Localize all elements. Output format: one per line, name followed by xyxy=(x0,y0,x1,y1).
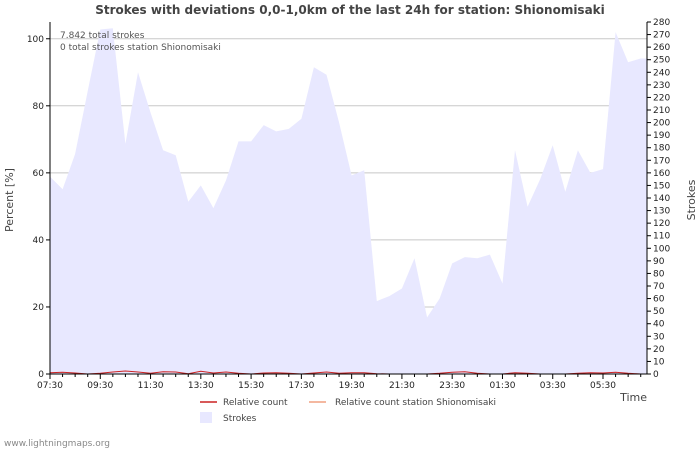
right-tick-label: 30 xyxy=(653,332,665,342)
legend-relative-label: Relative count xyxy=(223,398,288,408)
right-tick-label: 120 xyxy=(653,219,670,229)
right-tick-label: 130 xyxy=(653,207,670,217)
x-tick-label: 23:30 xyxy=(439,381,465,391)
left-tick-label: 0 xyxy=(38,370,44,380)
legend-station-label: Relative count station Shionomisaki xyxy=(335,398,496,408)
x-ticks: 07:30 09:30 11:30 13:30 15:30 17:30 19:30 21:30… xyxy=(37,374,642,391)
right-tick-label: 50 xyxy=(653,307,665,317)
right-tick-label: 270 xyxy=(653,31,670,41)
right-tick-label: 60 xyxy=(653,295,665,305)
x-tick-label: 03:30 xyxy=(540,381,566,391)
right-tick-label: 230 xyxy=(653,81,670,91)
right-tick-label: 110 xyxy=(653,232,670,242)
left-tick-label: 20 xyxy=(33,303,45,313)
x-tick-label: 19:30 xyxy=(339,381,365,391)
right-tick-label: 40 xyxy=(653,320,665,330)
x-axis-label: Time xyxy=(619,391,647,404)
right-tick-label: 200 xyxy=(653,119,670,129)
x-tick-label: 17:30 xyxy=(288,381,314,391)
x-tick-label: 11:30 xyxy=(138,381,164,391)
x-tick-label: 13:30 xyxy=(188,381,214,391)
x-tick-label: 01:30 xyxy=(489,381,515,391)
right-tick-label: 10 xyxy=(653,357,665,367)
right-tick-label: 90 xyxy=(653,257,665,267)
left-tick-label: 60 xyxy=(33,169,45,179)
right-tick-label: 240 xyxy=(653,68,670,78)
legend-strokes-label: Strokes xyxy=(223,414,257,424)
left-tick-label: 100 xyxy=(27,35,44,45)
right-tick-label: 170 xyxy=(653,156,670,166)
x-tick-label: 15:30 xyxy=(238,381,264,391)
x-tick-label: 09:30 xyxy=(87,381,113,391)
x-tick-label: 21:30 xyxy=(389,381,415,391)
right-tick-label: 100 xyxy=(653,244,670,254)
right-axis-label: Strokes xyxy=(685,179,698,220)
left-axis-label: Percent [%] xyxy=(3,168,16,232)
left-tick-label: 80 xyxy=(33,102,45,112)
legend-strokes-swatch xyxy=(200,412,212,423)
x-tick-label: 07:30 xyxy=(37,381,63,391)
legend: Relative count Relative count station Sh… xyxy=(200,398,496,424)
x-tick-label: 05:30 xyxy=(590,381,616,391)
right-tick-label: 180 xyxy=(653,144,670,154)
footer-credit: www.lightningmaps.org xyxy=(4,439,110,449)
right-tick-label: 70 xyxy=(653,282,665,292)
right-tick-label: 260 xyxy=(653,43,670,53)
chart-title: Strokes with deviations 0,0-1,0km of the… xyxy=(95,3,605,17)
right-tick-label: 160 xyxy=(653,169,670,179)
right-tick-label: 210 xyxy=(653,106,670,116)
right-y-ticks: 0 10 20 30 40 50 60 70 80 90 100 110 120 130 140 150 160… xyxy=(647,18,670,380)
right-tick-label: 280 xyxy=(653,18,670,28)
right-tick-label: 220 xyxy=(653,93,670,103)
strokes-area xyxy=(50,28,647,375)
right-tick-label: 80 xyxy=(653,269,665,279)
left-tick-label: 40 xyxy=(33,236,45,246)
right-tick-label: 140 xyxy=(653,194,670,204)
annotation-total-strokes: 7.842 total strokes xyxy=(60,31,145,41)
right-tick-label: 0 xyxy=(653,370,659,380)
right-tick-label: 190 xyxy=(653,131,670,141)
left-y-ticks: 0 20 40 60 80 100 xyxy=(27,35,50,380)
right-tick-label: 20 xyxy=(653,345,665,355)
right-tick-label: 250 xyxy=(653,56,670,66)
annotation-station-strokes: 0 total strokes station Shionomisaki xyxy=(60,43,221,53)
right-tick-label: 150 xyxy=(653,181,670,191)
